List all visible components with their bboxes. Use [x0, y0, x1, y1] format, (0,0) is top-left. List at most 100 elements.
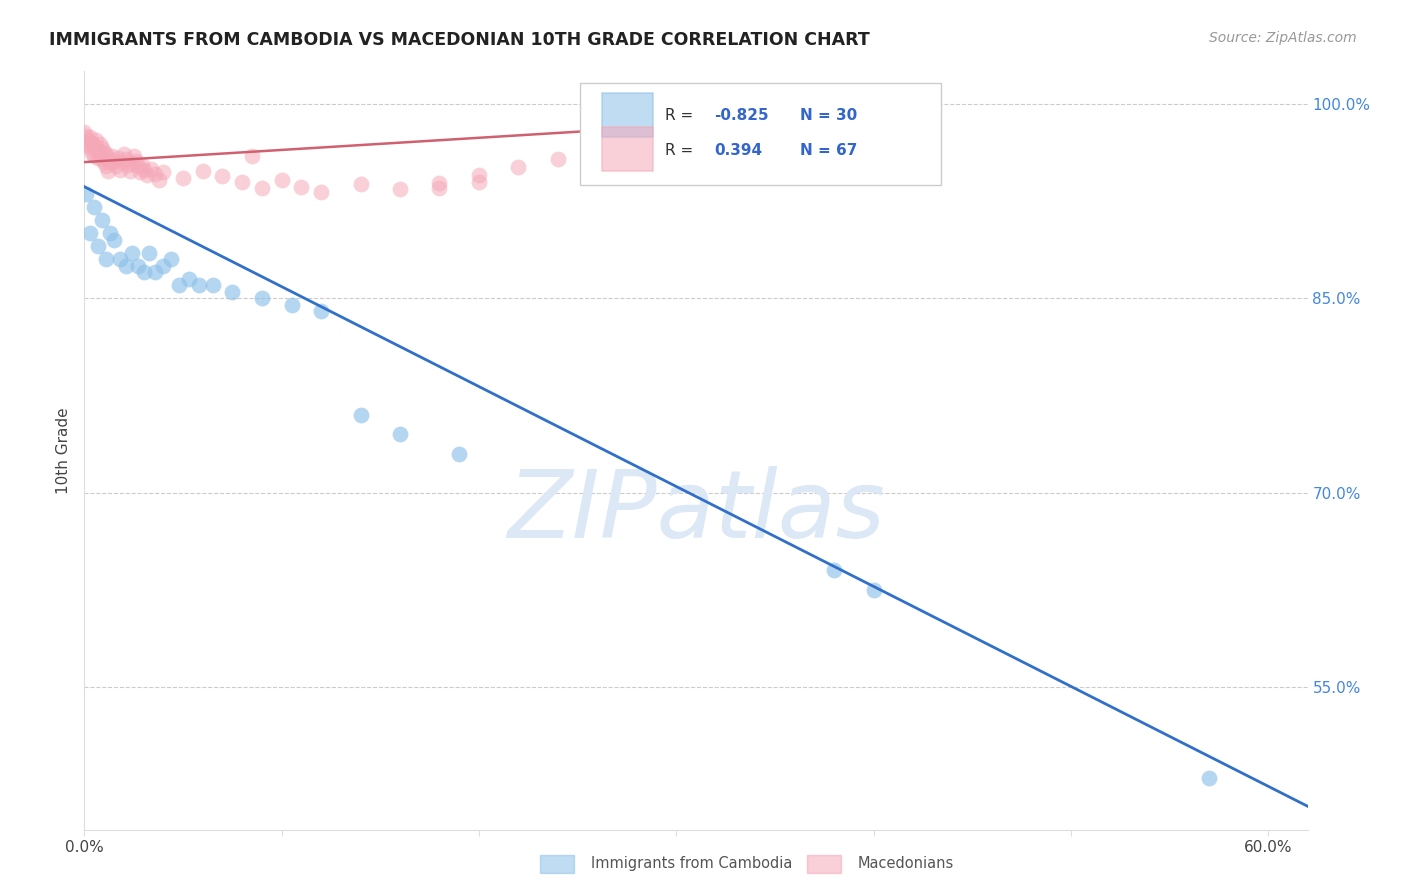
- Point: [112, 147, 135, 161]
- Point: [75, 129, 97, 144]
- Text: N = 67: N = 67: [800, 144, 858, 159]
- Point: [117, 158, 139, 172]
- Point: [101, 148, 124, 162]
- Point: [94, 252, 117, 267]
- Point: [83, 201, 105, 215]
- Point: [87, 145, 110, 159]
- Point: [449, 447, 471, 461]
- Point: [73, 125, 96, 139]
- Point: [75, 136, 97, 150]
- Point: [104, 159, 127, 173]
- Point: [127, 259, 149, 273]
- Point: [626, 164, 648, 178]
- Point: [132, 265, 155, 279]
- Text: IMMIGRANTS FROM CAMBODIA VS MACEDONIAN 10TH GRADE CORRELATION CHART: IMMIGRANTS FROM CAMBODIA VS MACEDONIAN 1…: [49, 31, 870, 49]
- Point: [429, 176, 451, 190]
- Point: [103, 153, 125, 168]
- Point: [270, 173, 292, 187]
- Point: [389, 182, 412, 196]
- Point: [250, 291, 273, 305]
- Text: ZIPatlas: ZIPatlas: [508, 466, 884, 557]
- Point: [429, 181, 451, 195]
- Point: [83, 138, 105, 153]
- Point: [468, 175, 491, 189]
- Text: R =: R =: [665, 144, 703, 159]
- Point: [84, 133, 107, 147]
- Point: [87, 239, 110, 253]
- Point: [91, 213, 114, 227]
- Point: [191, 164, 214, 178]
- Text: Macedonians: Macedonians: [858, 856, 953, 871]
- Text: Immigrants from Cambodia: Immigrants from Cambodia: [591, 856, 792, 871]
- Point: [389, 427, 412, 442]
- Point: [79, 130, 101, 145]
- Point: [89, 147, 111, 161]
- Point: [290, 179, 312, 194]
- Point: [127, 159, 149, 173]
- Point: [309, 304, 332, 318]
- Point: [1198, 771, 1220, 785]
- Point: [862, 582, 884, 597]
- Point: [89, 136, 111, 151]
- Text: -0.825: -0.825: [714, 108, 769, 123]
- Point: [79, 141, 101, 155]
- FancyBboxPatch shape: [602, 127, 654, 171]
- Point: [172, 170, 194, 185]
- Point: [84, 141, 107, 155]
- Point: [97, 164, 120, 178]
- Point: [94, 147, 117, 161]
- FancyBboxPatch shape: [579, 83, 941, 186]
- Text: Source: ZipAtlas.com: Source: ZipAtlas.com: [1209, 31, 1357, 45]
- Point: [79, 227, 101, 241]
- FancyBboxPatch shape: [602, 93, 654, 137]
- Point: [250, 181, 273, 195]
- Point: [77, 133, 100, 147]
- Point: [98, 155, 121, 169]
- Point: [167, 278, 190, 293]
- Point: [468, 168, 491, 182]
- Text: 0.394: 0.394: [714, 144, 762, 159]
- Point: [87, 151, 110, 165]
- Point: [508, 161, 530, 175]
- Point: [131, 158, 153, 172]
- Point: [118, 164, 141, 178]
- Y-axis label: 10th Grade: 10th Grade: [56, 407, 72, 494]
- Point: [141, 161, 163, 176]
- Point: [240, 148, 263, 162]
- Point: [103, 233, 125, 247]
- Point: [586, 158, 609, 172]
- Point: [152, 259, 174, 273]
- Point: [349, 408, 371, 422]
- Point: [280, 298, 302, 312]
- Point: [145, 265, 167, 279]
- Point: [114, 153, 136, 167]
- Text: N = 30: N = 30: [800, 108, 858, 123]
- Point: [152, 165, 174, 179]
- Point: [94, 159, 117, 173]
- Point: [309, 185, 332, 199]
- Text: R =: R =: [665, 108, 699, 123]
- Point: [177, 271, 200, 285]
- Point: [145, 167, 167, 181]
- Point: [547, 153, 569, 167]
- Point: [121, 156, 143, 170]
- Point: [122, 148, 145, 162]
- Point: [82, 136, 104, 150]
- Point: [77, 138, 100, 153]
- Point: [136, 168, 159, 182]
- Point: [97, 151, 120, 165]
- Point: [211, 169, 233, 184]
- Point: [83, 148, 105, 162]
- Point: [107, 151, 129, 165]
- Point: [91, 153, 114, 167]
- Point: [349, 177, 371, 191]
- Point: [111, 155, 134, 169]
- Point: [823, 563, 845, 577]
- Point: [108, 252, 131, 267]
- Point: [148, 173, 170, 187]
- Point: [108, 162, 131, 177]
- Point: [201, 278, 224, 293]
- Point: [187, 278, 209, 293]
- Point: [665, 156, 688, 170]
- Point: [124, 153, 146, 168]
